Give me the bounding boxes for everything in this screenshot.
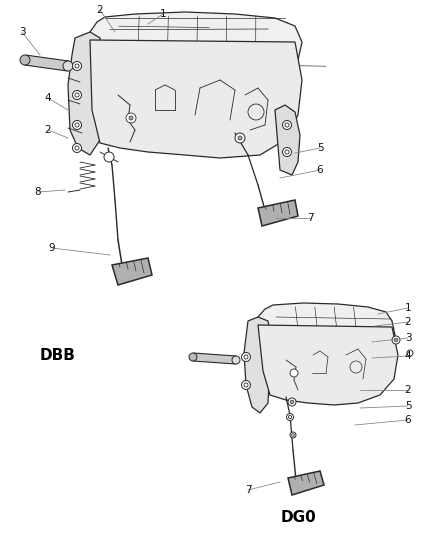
Circle shape xyxy=(238,136,242,140)
Polygon shape xyxy=(275,105,300,175)
Text: 5: 5 xyxy=(405,401,411,411)
Text: DG0: DG0 xyxy=(280,510,316,524)
Polygon shape xyxy=(112,258,152,285)
Text: 2: 2 xyxy=(45,125,51,135)
Circle shape xyxy=(75,146,79,150)
Text: 4: 4 xyxy=(405,351,411,361)
Circle shape xyxy=(73,120,81,130)
Text: 4: 4 xyxy=(45,93,51,103)
Text: 6: 6 xyxy=(405,415,411,425)
Circle shape xyxy=(285,123,289,127)
Circle shape xyxy=(241,381,251,390)
Polygon shape xyxy=(90,12,302,76)
Circle shape xyxy=(288,398,296,406)
Text: 1: 1 xyxy=(405,303,411,313)
Circle shape xyxy=(73,91,81,100)
Circle shape xyxy=(73,143,81,152)
Polygon shape xyxy=(90,40,302,158)
Text: 2: 2 xyxy=(405,385,411,395)
Circle shape xyxy=(290,400,294,404)
Text: 2: 2 xyxy=(97,5,103,15)
Polygon shape xyxy=(258,303,395,355)
Text: 7: 7 xyxy=(245,485,251,495)
Ellipse shape xyxy=(232,356,240,364)
Polygon shape xyxy=(258,325,398,405)
Circle shape xyxy=(285,150,289,154)
Ellipse shape xyxy=(20,55,30,65)
Circle shape xyxy=(290,432,296,438)
Circle shape xyxy=(407,350,413,356)
Circle shape xyxy=(244,355,248,359)
Text: 9: 9 xyxy=(49,243,55,253)
Polygon shape xyxy=(68,32,103,155)
Ellipse shape xyxy=(189,353,197,361)
Text: 8: 8 xyxy=(35,187,41,197)
Circle shape xyxy=(241,352,251,361)
Circle shape xyxy=(392,336,400,344)
Polygon shape xyxy=(193,353,236,364)
Text: 6: 6 xyxy=(317,165,323,175)
Text: 3: 3 xyxy=(405,333,411,343)
Ellipse shape xyxy=(63,61,73,71)
Circle shape xyxy=(289,415,292,418)
Circle shape xyxy=(75,93,79,97)
Circle shape xyxy=(290,369,298,377)
Circle shape xyxy=(283,120,292,130)
Text: 2: 2 xyxy=(405,317,411,327)
Circle shape xyxy=(73,61,81,70)
Circle shape xyxy=(394,338,398,342)
Text: 7: 7 xyxy=(307,213,313,223)
Circle shape xyxy=(283,148,292,157)
Polygon shape xyxy=(288,471,324,495)
Text: DBB: DBB xyxy=(40,348,76,362)
Circle shape xyxy=(235,133,245,143)
Circle shape xyxy=(129,116,133,120)
Polygon shape xyxy=(258,200,298,226)
Polygon shape xyxy=(25,55,69,71)
Circle shape xyxy=(292,434,294,437)
Text: 3: 3 xyxy=(19,27,25,37)
Circle shape xyxy=(286,414,293,421)
Circle shape xyxy=(126,113,136,123)
Circle shape xyxy=(244,383,248,387)
Text: 1: 1 xyxy=(160,9,166,19)
Circle shape xyxy=(75,123,79,127)
Circle shape xyxy=(104,152,114,162)
Text: 5: 5 xyxy=(317,143,323,153)
Polygon shape xyxy=(244,317,271,413)
Circle shape xyxy=(75,64,79,68)
